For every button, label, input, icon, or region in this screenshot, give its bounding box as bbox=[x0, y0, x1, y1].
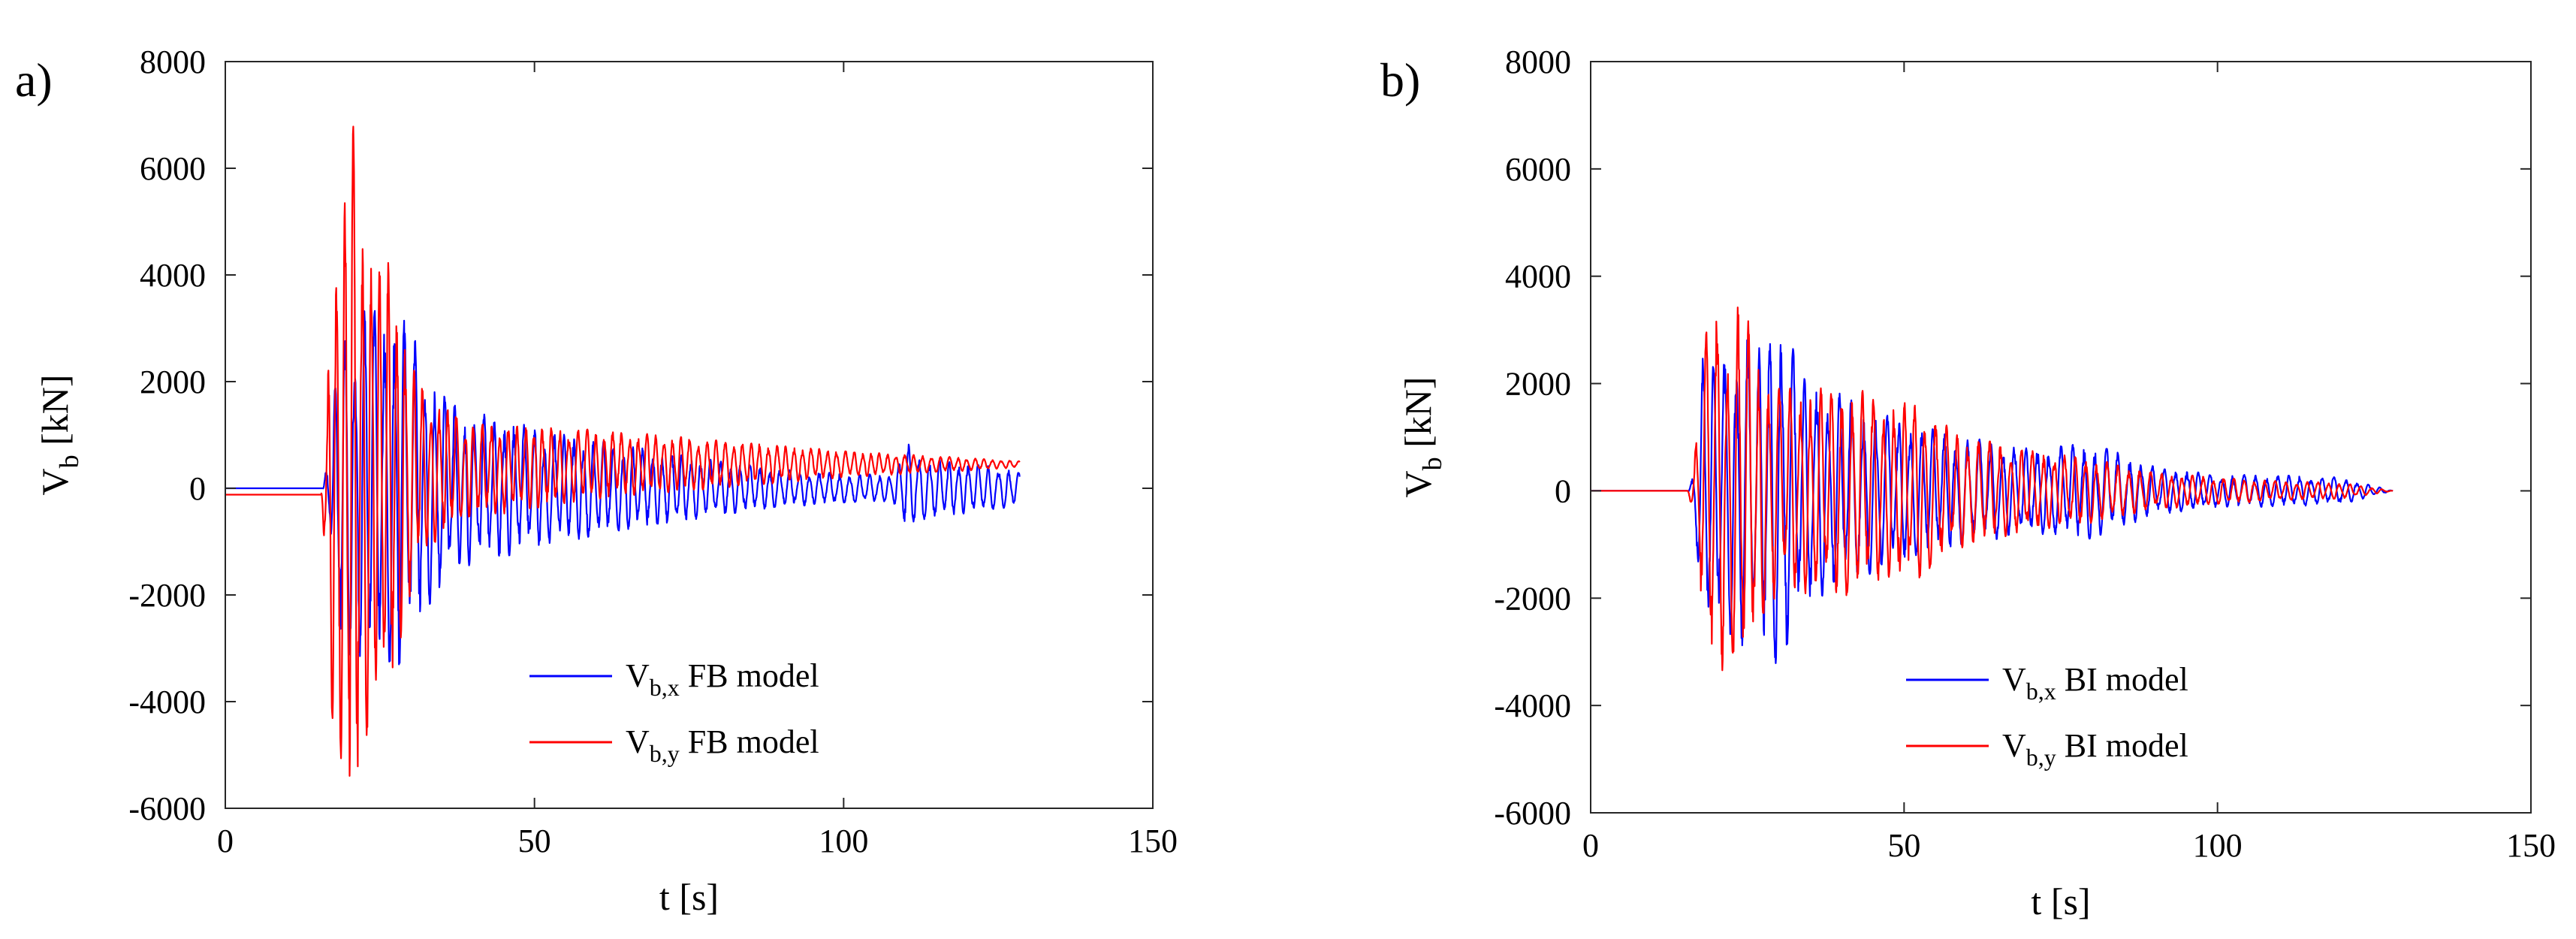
y-tick-label: 6000 bbox=[1505, 151, 1571, 188]
legend-entry-1: Vb,x FB model bbox=[626, 657, 819, 701]
series-line-1 bbox=[225, 309, 1021, 666]
y-tick-label: 8000 bbox=[1505, 44, 1571, 80]
y-tick-label: -6000 bbox=[1494, 795, 1571, 832]
legend-entry-1: Vb,x BI model bbox=[2002, 661, 2188, 705]
y-tick-label: 2000 bbox=[1505, 366, 1571, 403]
y-tick-label: 4000 bbox=[140, 257, 206, 294]
axes-box bbox=[1590, 61, 2532, 814]
x-tick-label: 0 bbox=[217, 823, 234, 859]
series-line-2 bbox=[1591, 306, 2394, 672]
x-tick-label: 0 bbox=[1582, 827, 1599, 864]
y-tick-label: -2000 bbox=[1494, 580, 1571, 617]
x-tick-label: 50 bbox=[1887, 827, 1920, 864]
x-tick-label: 100 bbox=[2193, 827, 2243, 864]
plot-area bbox=[225, 125, 1021, 777]
y-tick-label: 4000 bbox=[1505, 258, 1571, 295]
y-axis-label: Vb [kN] bbox=[34, 374, 84, 495]
chart-panel-b: 0 50 100 150 -6000 -4000 -2000 0 2000 4000 6000 800… bbox=[1380, 44, 2556, 922]
legend-entry-2: Vb,y FB model bbox=[626, 723, 819, 767]
legend-entry-2: Vb,y BI model bbox=[2002, 727, 2188, 771]
y-tick-label: 0 bbox=[1555, 473, 1571, 509]
y-tick-label: 8000 bbox=[140, 44, 206, 80]
y-tick-label: -2000 bbox=[128, 577, 206, 614]
panel-label: a) bbox=[15, 53, 53, 107]
y-axis-label: Vb [kN] bbox=[1397, 376, 1447, 497]
y-tick-label: -4000 bbox=[1494, 687, 1571, 724]
x-tick-label: 100 bbox=[819, 823, 868, 859]
x-tick-label: 50 bbox=[518, 823, 551, 859]
y-tick-label: 0 bbox=[189, 470, 206, 507]
panel-label: b) bbox=[1380, 53, 1420, 107]
y-tick-label: 6000 bbox=[140, 150, 206, 187]
chart-panel-a: 0 50 100 150 -6000 -4000 -2000 0 2000 4000 6000 800… bbox=[15, 44, 1178, 918]
series-line-2 bbox=[225, 125, 1021, 777]
x-tick-label: 150 bbox=[2506, 827, 2556, 864]
x-tick-label: 150 bbox=[1128, 823, 1178, 859]
y-tick-label: -4000 bbox=[128, 684, 206, 720]
x-axis-label: t [s] bbox=[2031, 880, 2090, 922]
axes-box bbox=[225, 61, 1154, 809]
plot-area bbox=[1591, 306, 2394, 672]
x-axis-label: t [s] bbox=[659, 876, 719, 918]
y-tick-label: 2000 bbox=[140, 364, 206, 400]
y-tick-label: -6000 bbox=[128, 790, 206, 827]
